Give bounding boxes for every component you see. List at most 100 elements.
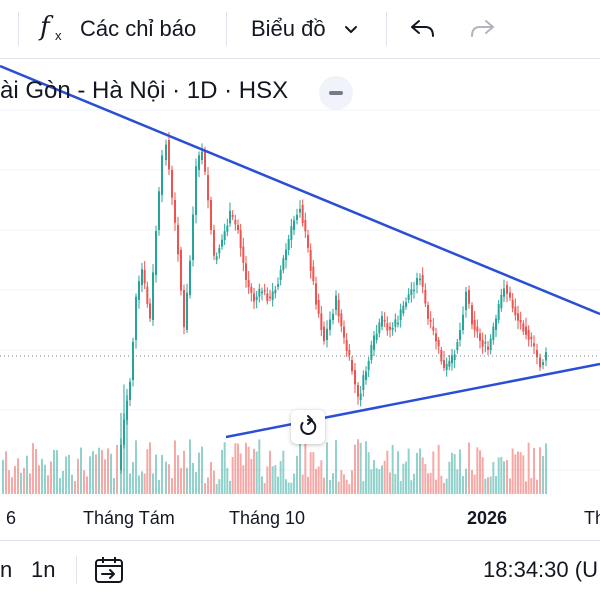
candle-body — [440, 350, 443, 362]
reset-chart-button[interactable] — [291, 410, 325, 444]
candle-body — [405, 302, 407, 307]
volume-bar — [407, 448, 410, 494]
volume-bar — [195, 472, 197, 494]
candle-body — [527, 330, 530, 340]
candle-body — [161, 155, 163, 195]
candle-body — [274, 289, 277, 294]
candle-body — [354, 370, 356, 385]
candle-body — [155, 231, 157, 275]
calendar-goto-icon[interactable] — [94, 555, 126, 585]
volume-bar — [299, 441, 301, 494]
volume-bar — [277, 476, 279, 494]
time-axis-label: Th — [584, 508, 600, 528]
candle-body — [429, 320, 432, 322]
volume-bar — [497, 457, 500, 494]
volume-bar — [453, 454, 456, 494]
volume-bar — [44, 464, 46, 494]
candle-body — [497, 304, 500, 320]
candle-body — [285, 249, 287, 260]
candlestick-chart[interactable] — [0, 59, 600, 499]
volume-bar — [545, 443, 547, 494]
volume-bar — [351, 470, 353, 494]
indicators-button[interactable]: Các chỉ báo — [80, 0, 196, 58]
volume-bar — [397, 451, 399, 494]
time-axis-label: Tháng 10 — [229, 508, 306, 528]
volume-bar — [381, 465, 383, 494]
volume-bar — [506, 460, 508, 494]
candle-body — [410, 289, 413, 295]
range-button-1n[interactable]: 1n — [31, 557, 56, 582]
candle-body — [165, 144, 167, 160]
candle-body — [545, 352, 547, 361]
volume-bar — [317, 466, 320, 494]
volume-bar — [263, 483, 266, 494]
candle-body — [383, 320, 386, 322]
candle-body — [171, 170, 173, 198]
volume-bar — [177, 455, 179, 494]
candle-body — [180, 250, 182, 291]
candle-body — [123, 419, 125, 445]
candle-body — [149, 303, 151, 319]
volume-bar — [101, 450, 103, 494]
candle-body — [237, 225, 239, 231]
candle-body — [132, 341, 134, 380]
candle-body — [402, 305, 405, 314]
volume-bar — [168, 464, 170, 494]
candle-body — [536, 350, 538, 358]
volume-bar — [354, 444, 356, 494]
candle-body — [348, 350, 351, 356]
volume-bars — [2, 384, 547, 494]
candle-body — [201, 151, 203, 160]
candle-body — [500, 294, 503, 309]
candle-body — [448, 360, 451, 367]
lower-trendline[interactable] — [225, 362, 600, 439]
volume-bar — [146, 449, 149, 494]
symbol-legend-title[interactable]: ài Gòn - Hà Nội · 1D · HSX — [0, 77, 289, 104]
candle-body — [277, 283, 279, 287]
chart-type-button[interactable]: Biểu đồ — [251, 0, 326, 58]
undo-arrow-icon[interactable] — [409, 16, 437, 42]
candle-body — [269, 296, 271, 299]
candle-body — [503, 288, 505, 297]
chevron-down-icon[interactable] — [343, 22, 359, 38]
volume-bar — [274, 465, 277, 494]
reset-rotate-icon — [300, 415, 317, 435]
volume-bar — [419, 448, 421, 494]
volume-bar — [89, 456, 91, 494]
candle-body — [168, 140, 170, 170]
volume-bar — [80, 447, 82, 494]
volume-bar — [332, 473, 334, 494]
volume-bar — [237, 443, 239, 494]
volume-bar — [345, 479, 348, 494]
candle-body — [397, 322, 399, 325]
candle-body — [517, 313, 519, 321]
candle-body — [245, 263, 247, 280]
legend-collapse-button[interactable] — [319, 76, 353, 110]
candle-body — [468, 290, 470, 304]
volume-bar — [20, 472, 22, 494]
volume-bar — [149, 442, 151, 494]
candle-body — [421, 275, 424, 287]
candle-body — [465, 291, 467, 310]
candle-body — [337, 300, 340, 317]
candle-body — [174, 200, 176, 223]
candle-body — [453, 354, 456, 360]
candle-body — [271, 291, 274, 300]
volume-bar — [476, 447, 479, 494]
redo-arrow-icon[interactable] — [468, 16, 496, 42]
candle-body — [489, 338, 492, 350]
range-button[interactable]: n — [0, 557, 13, 582]
volume-bar — [378, 469, 381, 494]
upper-trendline[interactable] — [0, 64, 600, 316]
volume-bar — [307, 476, 309, 494]
candle-body — [198, 155, 200, 170]
volume-bar — [495, 476, 497, 494]
volume-bar — [23, 467, 25, 494]
volume-bar — [95, 454, 97, 494]
candle-body — [462, 314, 464, 330]
candle-body — [213, 230, 215, 256]
candle-body — [290, 226, 293, 240]
volume-bar — [312, 452, 315, 494]
volume-bar — [309, 452, 312, 494]
